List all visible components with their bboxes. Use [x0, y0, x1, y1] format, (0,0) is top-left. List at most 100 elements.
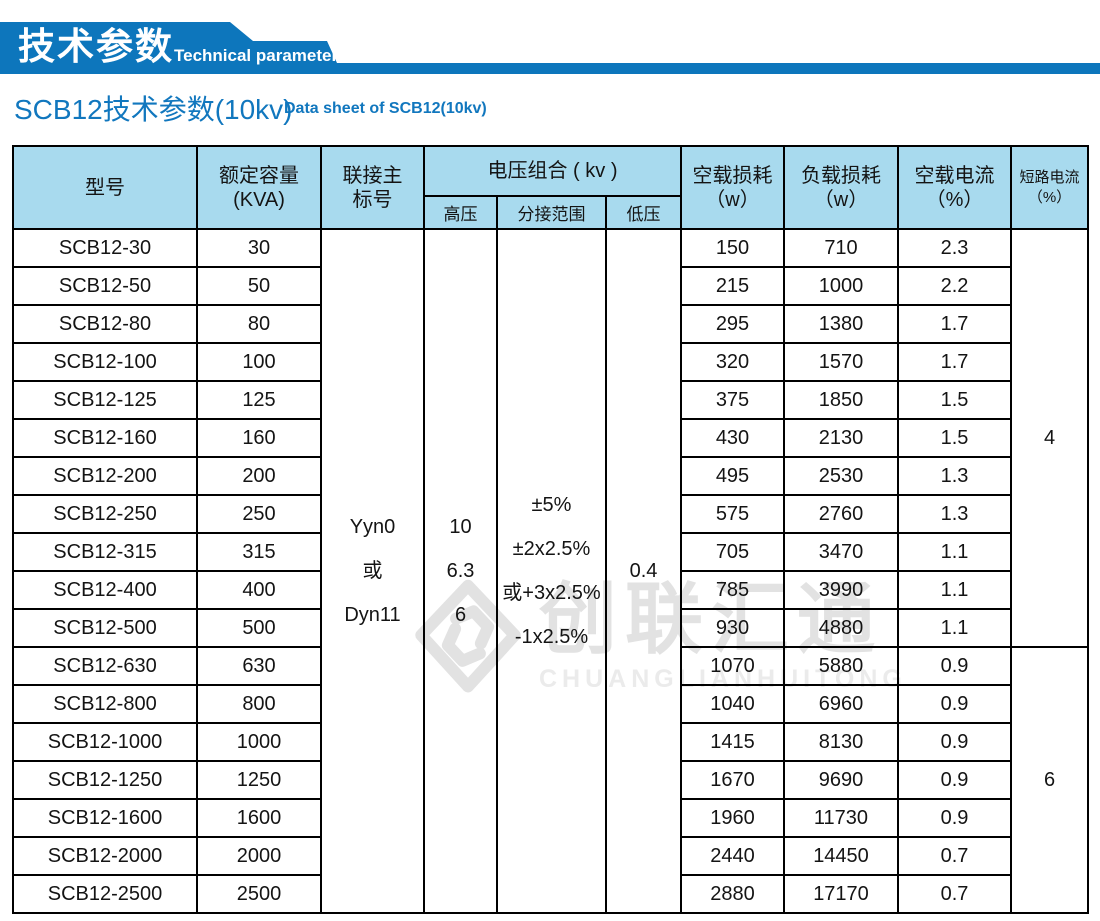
hv-cell: 10 6.3 6	[423, 228, 498, 914]
header-short-circuit-current: 短路电流 （%）	[1010, 145, 1089, 230]
load-loss-cell: 4880	[783, 608, 899, 648]
model-cell: SCB12-2500	[12, 874, 198, 914]
header-hv: 高压	[423, 195, 498, 230]
load-loss-cell: 3990	[783, 570, 899, 610]
table-row: SCB12-315 315 705 3470 1.1	[12, 532, 1088, 572]
no-load-loss-cell: 2440	[680, 836, 785, 876]
banner-subtitle: Technical parameter	[174, 46, 339, 65]
header-short-line2: （%）	[1027, 188, 1072, 206]
no-load-loss-cell: 785	[680, 570, 785, 610]
no-load-current-cell: 1.7	[897, 342, 1012, 382]
no-load-current-cell: 0.9	[897, 684, 1012, 724]
no-load-loss-cell: 1040	[680, 684, 785, 724]
load-loss-cell: 1380	[783, 304, 899, 344]
no-load-loss-cell: 1070	[680, 646, 785, 686]
section-title-en: Data sheet of SCB12(10kv)	[284, 100, 487, 117]
header-capacity-line1: 额定容量	[219, 164, 299, 187]
header-short-line1: 短路电流	[1019, 168, 1080, 186]
capacity-cell: 315	[196, 532, 322, 572]
table-row: SCB12-80 80 295 1380 1.7	[12, 304, 1088, 344]
table-row: SCB12-1250 1250 1670 9690 0.9	[12, 760, 1088, 800]
capacity-cell: 80	[196, 304, 322, 344]
model-cell: SCB12-80	[12, 304, 198, 344]
no-load-current-cell: 1.3	[897, 456, 1012, 496]
load-loss-cell: 3470	[783, 532, 899, 572]
no-load-current-cell: 0.7	[897, 836, 1012, 876]
lv-cell: 0.4	[605, 228, 682, 914]
connection-symbol-cell-line: Dyn11	[344, 604, 401, 626]
capacity-cell: 160	[196, 418, 322, 458]
model-cell: SCB12-1250	[12, 760, 198, 800]
connection-symbol-cell-line: 或	[362, 560, 383, 582]
model-cell: SCB12-160	[12, 418, 198, 458]
no-load-loss-cell: 1670	[680, 760, 785, 800]
table-row: SCB12-400 400 785 3990 1.1	[12, 570, 1088, 610]
model-cell: SCB12-1600	[12, 798, 198, 838]
model-cell: SCB12-200	[12, 456, 198, 496]
tap-range-cell-line: ±5%	[531, 494, 572, 516]
load-loss-cell: 2760	[783, 494, 899, 534]
model-cell: SCB12-50	[12, 266, 198, 306]
model-cell: SCB12-500	[12, 608, 198, 648]
header-noload-current: 空载电流 （%）	[897, 145, 1012, 230]
capacity-cell: 2000	[196, 836, 322, 876]
capacity-cell: 30	[196, 228, 322, 268]
parameters-table: 型号 额定容量 (KVA) 联接主 标号 电压组合 ( kv ) 空载损耗 （w…	[12, 145, 1089, 914]
load-loss-cell: 2130	[783, 418, 899, 458]
capacity-cell: 200	[196, 456, 322, 496]
capacity-cell: 500	[196, 608, 322, 648]
model-cell: SCB12-400	[12, 570, 198, 610]
load-loss-cell: 17170	[783, 874, 899, 914]
model-cell: SCB12-800	[12, 684, 198, 724]
no-load-loss-cell: 930	[680, 608, 785, 648]
capacity-cell: 1250	[196, 760, 322, 800]
no-load-loss-cell: 1960	[680, 798, 785, 838]
table-row: SCB12-2500 2500 2880 17170 0.7	[12, 874, 1088, 914]
hv-cell-line: 10	[449, 516, 472, 538]
header-noload-line1: 空载损耗	[692, 164, 773, 187]
no-load-current-cell: 0.9	[897, 646, 1012, 686]
capacity-cell: 1000	[196, 722, 322, 762]
header-lv: 低压	[605, 195, 682, 230]
table-row: SCB12-50 50 215 1000 2.2	[12, 266, 1088, 306]
load-loss-cell: 14450	[783, 836, 899, 876]
model-cell: SCB12-100	[12, 342, 198, 382]
table-row: SCB12-2000 2000 2440 14450 0.7	[12, 836, 1088, 876]
table-row: SCB12-630 630 1070 5880 0.9 6	[12, 646, 1089, 914]
load-loss-cell: 2530	[783, 456, 899, 496]
load-loss-cell: 1570	[783, 342, 899, 382]
no-load-current-cell: 1.5	[897, 418, 1012, 458]
header-current-line1: 空载电流	[914, 164, 995, 187]
no-load-loss-cell: 295	[680, 304, 785, 344]
no-load-current-cell: 1.1	[897, 608, 1012, 648]
capacity-cell: 400	[196, 570, 322, 610]
no-load-loss-cell: 320	[680, 342, 785, 382]
no-load-loss-cell: 215	[680, 266, 785, 306]
tap-range-cell-line: 或+3x2.5%	[502, 582, 601, 604]
header-connection-line1: 联接主	[342, 164, 403, 187]
model-cell: SCB12-630	[12, 646, 198, 686]
header-connection: 联接主 标号	[320, 145, 425, 230]
capacity-cell: 125	[196, 380, 322, 420]
model-cell: SCB12-30	[12, 228, 198, 268]
no-load-loss-cell: 2880	[680, 874, 785, 914]
table-row: SCB12-500 500 930 4880 1.1	[12, 608, 1088, 648]
model-cell: SCB12-2000	[12, 836, 198, 876]
no-load-loss-cell: 1415	[680, 722, 785, 762]
connection-symbol-cell: Yyn0 或 Dyn11	[320, 228, 425, 914]
no-load-current-cell: 1.5	[897, 380, 1012, 420]
short-circuit-current-cell: 6	[1010, 646, 1089, 914]
header-load-line1: 负载损耗	[801, 164, 881, 187]
no-load-current-cell: 1.1	[897, 532, 1012, 572]
header-noload-line2: （w）	[705, 188, 760, 211]
no-load-current-cell: 0.9	[897, 722, 1012, 762]
no-load-loss-cell: 430	[680, 418, 785, 458]
no-load-current-cell: 0.9	[897, 798, 1012, 838]
tap-range-cell-line: -1x2.5%	[514, 626, 589, 648]
capacity-cell: 250	[196, 494, 322, 534]
table-row: SCB12-1600 1600 1960 11730 0.9	[12, 798, 1088, 838]
header-tap-range: 分接范围	[496, 195, 607, 230]
capacity-cell: 50	[196, 266, 322, 306]
no-load-loss-cell: 375	[680, 380, 785, 420]
